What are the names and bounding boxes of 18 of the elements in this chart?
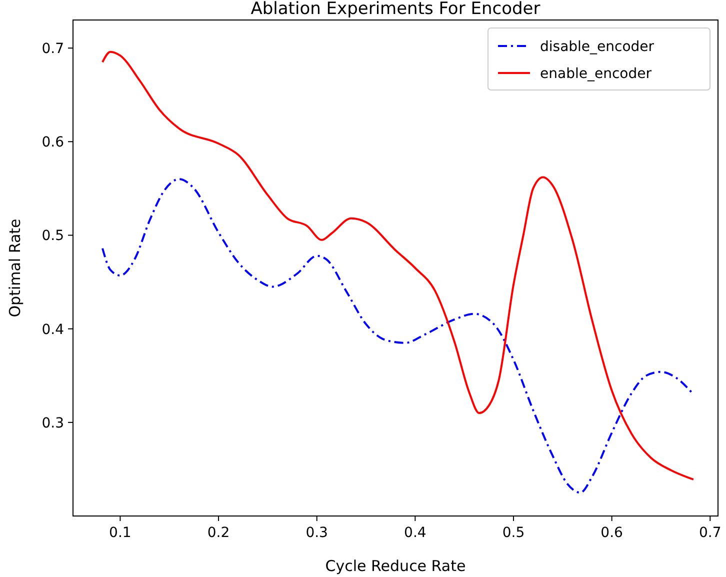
y-tick-label: 0.3 (42, 415, 64, 432)
x-tick-label: 0.3 (306, 525, 328, 541)
y-tick-label: 0.4 (42, 322, 64, 338)
y-axis-title: Optimal Rate (6, 218, 24, 318)
x-axis-title: Cycle Reduce Rate (325, 557, 466, 575)
y-tick-label: 0.5 (42, 228, 64, 244)
x-tick-label: 0.1 (109, 525, 132, 541)
line-series (101, 178, 694, 494)
x-tick-label: 0.7 (699, 525, 722, 541)
legend-label: enable_encoder (540, 66, 652, 82)
x-tick-label: 0.4 (404, 525, 426, 541)
y-tick-label: 0.7 (42, 41, 64, 58)
y-tick-label: 0.6 (42, 134, 64, 151)
x-tick-label: 0.5 (502, 525, 525, 541)
chart-title: Ablation Experiments For Encoder (250, 0, 540, 19)
x-tick-label: 0.6 (600, 525, 624, 541)
x-tick-label: 0.2 (207, 525, 230, 541)
legend-label: disable_encoder (540, 39, 654, 55)
